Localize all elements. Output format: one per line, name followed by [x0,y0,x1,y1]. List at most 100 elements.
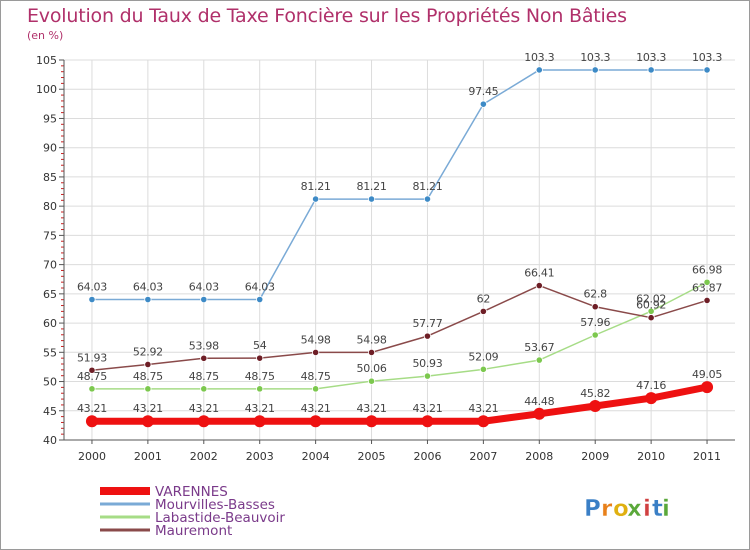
logo-letter: i [662,496,670,522]
data-label: 66.41 [524,267,554,280]
y-tick-label: 90 [43,142,57,155]
y-unit-label: (en %) [27,29,64,42]
data-label: 44.48 [524,395,554,408]
data-label: 103.3 [524,51,554,64]
data-point [423,195,432,203]
data-label: 81.21 [357,180,387,193]
data-point [141,415,154,428]
data-point [256,385,264,393]
data-point [197,415,210,428]
data-point [253,415,266,428]
x-tick-label: 2004 [302,450,330,463]
x-tick-label: 2002 [190,450,218,463]
x-tick-label: 2010 [637,450,665,463]
data-point [88,385,96,393]
data-point [200,295,208,304]
data-point [309,415,322,428]
data-point [367,195,376,203]
data-point [591,331,599,339]
y-tick-label: 85 [43,171,57,184]
data-label: 103.3 [580,51,610,64]
logo-letter: x [627,496,642,522]
x-tick-label: 2008 [525,450,553,463]
data-point [312,348,320,357]
data-point [88,295,96,304]
data-point [88,366,96,374]
legend-label: VARENNES [155,484,228,500]
series-line-mourvilles-basses [91,69,708,301]
y-tick-label: 105 [36,54,57,67]
legend: VARENNESMourvilles-BassesLabastide-Beauv… [100,484,285,539]
y-tick-label: 65 [43,288,57,301]
x-tick-label: 2009 [581,450,609,463]
data-label: 48.75 [77,370,107,383]
logo-letter: t [652,496,663,522]
data-point [591,66,599,74]
y-tick-label: 75 [43,229,57,242]
grid-lines [64,59,735,441]
data-label: 48.75 [245,370,275,383]
data-label: 54.98 [357,333,387,346]
data-label: 52.92 [133,345,163,358]
data-label: 48.75 [133,370,163,383]
data-point [535,356,543,364]
data-label: 57.77 [412,317,442,330]
data-label: 48.75 [189,370,219,383]
x-tick-label: 2003 [246,450,274,463]
y-tick-label: 95 [43,112,57,125]
data-point [312,385,320,393]
data-point [701,381,714,394]
data-point [591,303,599,311]
y-tick-label: 60 [43,317,57,330]
data-label: 51.93 [77,351,107,364]
data-point [535,282,543,290]
data-point [535,66,543,74]
data-label: 60.92 [636,299,666,312]
data-point [703,66,711,74]
data-label: 43.21 [412,402,442,415]
data-point [645,392,658,405]
data-label: 50.93 [412,357,442,370]
logo-letter: o [613,496,629,522]
data-point [367,377,376,385]
x-tick-label: 2006 [413,450,441,463]
data-label: 43.21 [245,402,275,415]
data-point [144,385,152,393]
x-tick-label: 2011 [693,450,721,463]
data-label: 43.21 [133,402,163,415]
data-point [144,295,152,304]
data-point [703,296,711,305]
data-point [367,348,376,357]
data-point [312,195,320,203]
x-tick-label: 2001 [134,450,162,463]
data-point [365,415,378,428]
data-label: 81.21 [301,180,331,193]
data-label: 97.45 [468,85,498,98]
series-line-varennes [88,383,711,425]
data-label: 54 [253,339,267,352]
data-label: 43.21 [468,402,498,415]
data-point [479,307,487,315]
y-tick-label: 50 [43,376,57,389]
series-lines [85,66,714,428]
legend-label: Mauremont [155,523,232,539]
data-point [703,278,711,286]
data-point [479,365,487,373]
data-label: 54.98 [301,333,331,346]
data-point [256,354,264,362]
legend-label: Labastide-Beauvoir [155,510,285,526]
y-tick-label: 70 [43,259,57,272]
logo-letter: i [643,496,651,522]
data-label: 43.21 [357,402,387,415]
data-label: 64.03 [189,281,219,294]
data-label: 62.02 [636,292,666,305]
data-label: 43.21 [301,402,331,415]
data-label: 81.21 [412,180,442,193]
data-labels: 43.21 43.21 43.21 43.21 43.21 43.21 43.21 43.21… [77,51,723,415]
data-point [647,314,655,322]
data-point [423,372,432,380]
legend-label: Mourvilles-Basses [155,497,275,513]
data-label: 48.75 [301,370,331,383]
